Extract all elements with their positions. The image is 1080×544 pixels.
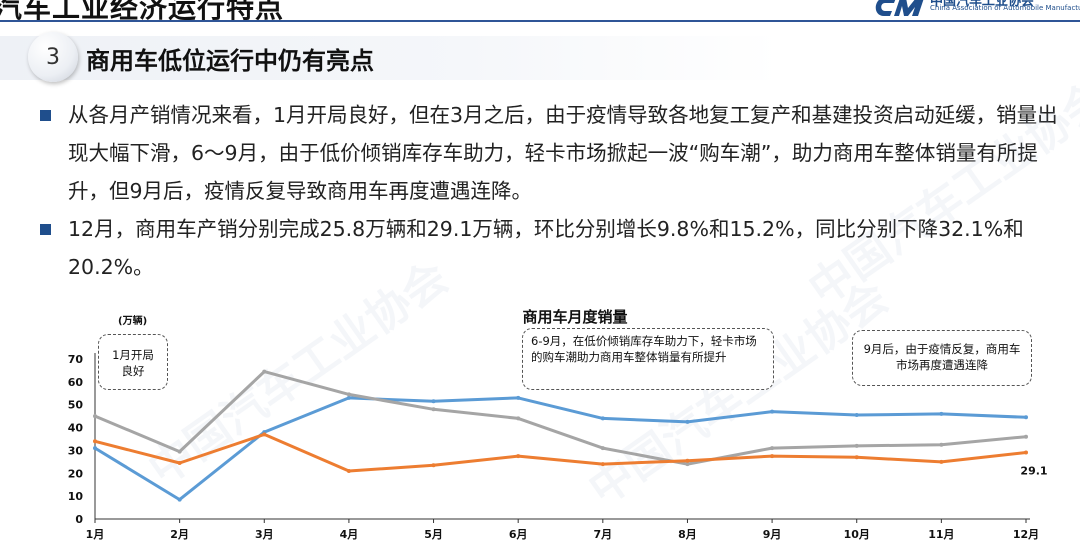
series-1-point	[177, 449, 182, 454]
header-bar: 汽车工业经济运行特点 中国汽车工业协会 China Association of…	[0, 0, 1080, 24]
series-1-point	[939, 442, 944, 447]
x-tick-label: 2月	[170, 528, 189, 541]
annotation-after-sep: 9月后，由于疫情反复，商用车市场再度遭遇连降	[852, 330, 1032, 386]
series-0-point	[685, 419, 690, 424]
series-1-point	[431, 407, 436, 412]
series-1-point	[770, 446, 775, 451]
x-tick-label: 1月	[86, 528, 105, 541]
section-band	[0, 36, 780, 80]
series-2-point	[854, 455, 859, 460]
x-tick-label: 4月	[340, 528, 359, 541]
chart-plot: 0 10 20 30 40 50 60 70 1月 2月 3月 4月 5月 6月 7月 8月 9月 10月 11月 1…	[68, 353, 1048, 541]
series-0-point	[346, 395, 351, 400]
y-tick-label: 50	[68, 399, 84, 412]
section-title: 商用车低位运行中仍有亮点	[86, 47, 374, 75]
y-tick-label: 60	[68, 376, 84, 389]
series-0-point	[600, 416, 605, 421]
y-tick-label: 20	[68, 467, 84, 480]
header-divider	[0, 20, 1080, 22]
series-line-0	[94, 396, 1027, 502]
bullet-square-icon	[40, 110, 51, 121]
series-2-point	[93, 439, 97, 444]
series-0-point	[177, 497, 182, 502]
annotation-jun-sep: 6-9月，在低价倾销库存车助力下，轻卡市场的购车潮助力商用车整体销量有所提升	[522, 328, 774, 390]
section-header: 3 商用车低位运行中仍有亮点	[0, 30, 1080, 86]
series-2-point	[939, 459, 944, 464]
x-tick-label: 9月	[763, 528, 782, 541]
bullet-item: 12月，商用车产销分别完成25.8万辆和29.1万辆，环比分别增长9.8%和15…	[40, 210, 1060, 286]
bullet-text: 12月，商用车产销分别完成25.8万辆和29.1万辆，环比分别增长9.8%和15…	[68, 217, 1024, 279]
series-1-point	[600, 446, 605, 451]
y-axis-unit-label: (万辆)	[118, 316, 148, 327]
series-2-point	[516, 454, 521, 459]
x-tick-label: 6月	[509, 528, 528, 541]
annotation-jan: 1月开局良好	[98, 334, 168, 390]
series-0-point	[770, 409, 775, 414]
caam-logo: 中国汽车工业协会 China Association of Automobile…	[870, 0, 1080, 20]
y-tick-label: 10	[68, 490, 84, 503]
y-tick-label: 70	[68, 353, 84, 366]
bullet-square-icon	[40, 224, 51, 235]
series-1-point	[854, 443, 859, 448]
series-1-point	[516, 416, 521, 421]
bullet-item: 从各月产销情况来看，1月开局良好，但在3月之后，由于疫情导致各地复工复产和基建投…	[40, 96, 1060, 210]
series-0-point	[516, 395, 521, 400]
page-title: 汽车工业经济运行特点	[0, 0, 285, 24]
x-tick-label: 7月	[593, 528, 612, 541]
y-tick-label: 0	[75, 513, 83, 526]
section-number-badge: 3	[28, 32, 78, 82]
x-tick-label: 10月	[844, 528, 870, 541]
series-2-point	[600, 462, 605, 467]
series-line-1	[94, 370, 1027, 466]
logo-text-cn: 中国汽车工业协会	[930, 0, 1035, 9]
series-line-2	[94, 432, 1027, 473]
y-tick-label: 40	[68, 422, 84, 435]
series-2-point	[177, 461, 182, 465]
y-tick-label: 30	[68, 444, 84, 457]
series-2-point	[1024, 450, 1028, 455]
x-tick-label: 3月	[255, 528, 274, 541]
caam-logo-icon	[875, 0, 924, 16]
series-0-point	[854, 413, 859, 417]
x-tick-label: 11月	[928, 528, 954, 541]
series-2-point	[346, 469, 351, 473]
series-2-point	[685, 458, 690, 463]
bullet-list: 从各月产销情况来看，1月开局良好，但在3月之后，由于疫情导致各地复工复产和基建投…	[40, 96, 1060, 286]
series-1-point	[262, 369, 267, 374]
logo-text-en: China Association of Automobile Manufact…	[930, 4, 1080, 12]
series-1-point	[93, 414, 97, 419]
x-tick-label: 8月	[678, 528, 697, 541]
series-1-point	[1024, 434, 1028, 439]
series-1-point	[685, 462, 690, 467]
chart-title: 商用车月度销量	[522, 308, 628, 326]
series-1-point	[346, 392, 351, 397]
series-2-point	[262, 432, 267, 437]
bullet-text: 从各月产销情况来看，1月开局良好，但在3月之后，由于疫情导致各地复工复产和基建投…	[68, 103, 1058, 203]
line-chart: 中国汽车工业协会 中国汽车工业协会 中国汽车工业协会 商用车月度销量 (万辆) …	[0, 72, 1080, 544]
series-0-point	[93, 446, 97, 451]
data-label: 29.1	[1020, 464, 1047, 477]
series-0-point	[1024, 415, 1028, 420]
x-tick-label: 12月	[1013, 528, 1039, 541]
series-0-point	[939, 411, 944, 416]
x-tick-label: 5月	[424, 528, 443, 541]
series-0-point	[431, 399, 436, 404]
series-2-point	[431, 463, 436, 468]
series-2-point	[770, 454, 775, 459]
